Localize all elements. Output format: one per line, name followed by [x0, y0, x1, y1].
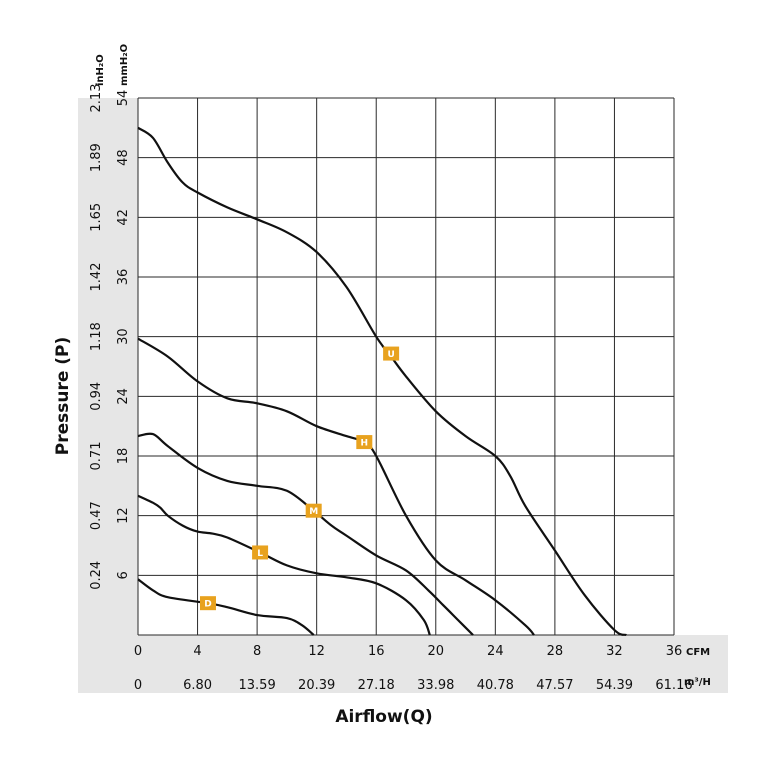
curve-d — [137, 578, 315, 636]
x-tick-label-secondary: 54.39 — [596, 678, 633, 693]
curve-label-h: H — [356, 435, 373, 450]
y-tick-label: 6 — [116, 571, 131, 579]
x-tick-label: 24 — [487, 644, 504, 659]
y-tick-label-secondary: 1.65 — [89, 203, 104, 232]
curve-label-badge — [305, 503, 322, 518]
x-axis-band — [78, 635, 728, 693]
curve-labels: U H M L D — [199, 346, 400, 611]
x-tick-label: 32 — [606, 644, 623, 659]
x-tick-label-secondary: 20.39 — [298, 678, 335, 693]
curve-label-text: M — [309, 507, 318, 517]
y-tick-label-secondary: 1.89 — [89, 143, 104, 172]
y-tick-label: 54 — [116, 90, 131, 107]
curve-m — [137, 432, 474, 636]
x-tick-label-secondary: 40.78 — [477, 678, 514, 693]
x-tick-label-secondary: 0 — [134, 678, 142, 693]
y-axis-band — [78, 98, 138, 635]
x-tick-label: 0 — [134, 644, 142, 659]
x-tick-label-secondary: 33.98 — [417, 678, 454, 693]
y-tick-label-secondary: 0.94 — [89, 382, 104, 411]
x-tick-label-secondary: 61.16 — [655, 678, 692, 693]
x-tick-label: 16 — [368, 644, 385, 659]
x-axis-title: Airflow(Q) — [335, 707, 432, 727]
y-tick-label-secondary: 1.42 — [89, 263, 104, 292]
x-tick-label-secondary: 47.57 — [536, 678, 573, 693]
curve-label-l: L — [252, 545, 269, 560]
curve-label-text: H — [361, 439, 369, 449]
gridlines — [137, 97, 675, 636]
y-tick-label-secondary: 2.13 — [89, 84, 104, 113]
curve-label-text: U — [387, 350, 394, 360]
x-tick-label-secondary: 13.59 — [239, 678, 276, 693]
x-tick-label: 36 — [666, 644, 683, 659]
x-unit-primary: CFM — [686, 647, 710, 658]
y-tick-label-secondary: 0.47 — [89, 501, 104, 530]
y-tick-label: 12 — [116, 507, 131, 524]
curve-label-badge — [199, 596, 216, 611]
curve-label-text: D — [204, 600, 211, 610]
y-tick-label-secondary: 0.24 — [89, 561, 104, 590]
x-tick-label: 8 — [253, 644, 261, 659]
y-tick-label: 36 — [116, 269, 131, 286]
curve-label-badge — [252, 545, 269, 560]
y-tick-label: 30 — [116, 328, 131, 345]
y-tick-label: 18 — [116, 448, 131, 465]
y-tick-label: 42 — [116, 209, 131, 226]
curve-label-badge — [383, 346, 400, 361]
curve-label-d: D — [199, 596, 216, 611]
y-axis-title: Pressure (P) — [53, 337, 73, 456]
curve-label-badge — [356, 435, 373, 450]
x-tick-label: 28 — [547, 644, 564, 659]
x-tick-label-secondary: 27.18 — [358, 678, 395, 693]
y-tick-label: 48 — [116, 149, 131, 166]
y-tick-label: 24 — [116, 388, 131, 405]
curve-l — [137, 494, 431, 636]
plot-area — [138, 98, 674, 635]
curve-label-u: U — [383, 346, 400, 361]
y-unit-secondary: inH₂O — [95, 54, 106, 86]
curve-label-text: L — [257, 549, 263, 559]
tick-labels: 0 4 8 12 16 20 24 28 32 360 6.80 13.59 20.39 27.18 33.… — [89, 84, 693, 693]
x-tick-label: 12 — [308, 644, 325, 659]
curve-label-m: M — [305, 503, 322, 518]
y-tick-label-secondary: 1.18 — [89, 322, 104, 351]
y-unit-primary: mmH₂O — [119, 44, 130, 86]
x-tick-label: 20 — [428, 644, 445, 659]
x-unit-secondary: m³/H — [684, 677, 711, 688]
y-tick-label-secondary: 0.71 — [89, 442, 104, 471]
x-tick-label-secondary: 6.80 — [183, 678, 212, 693]
x-tick-label: 4 — [193, 644, 201, 659]
